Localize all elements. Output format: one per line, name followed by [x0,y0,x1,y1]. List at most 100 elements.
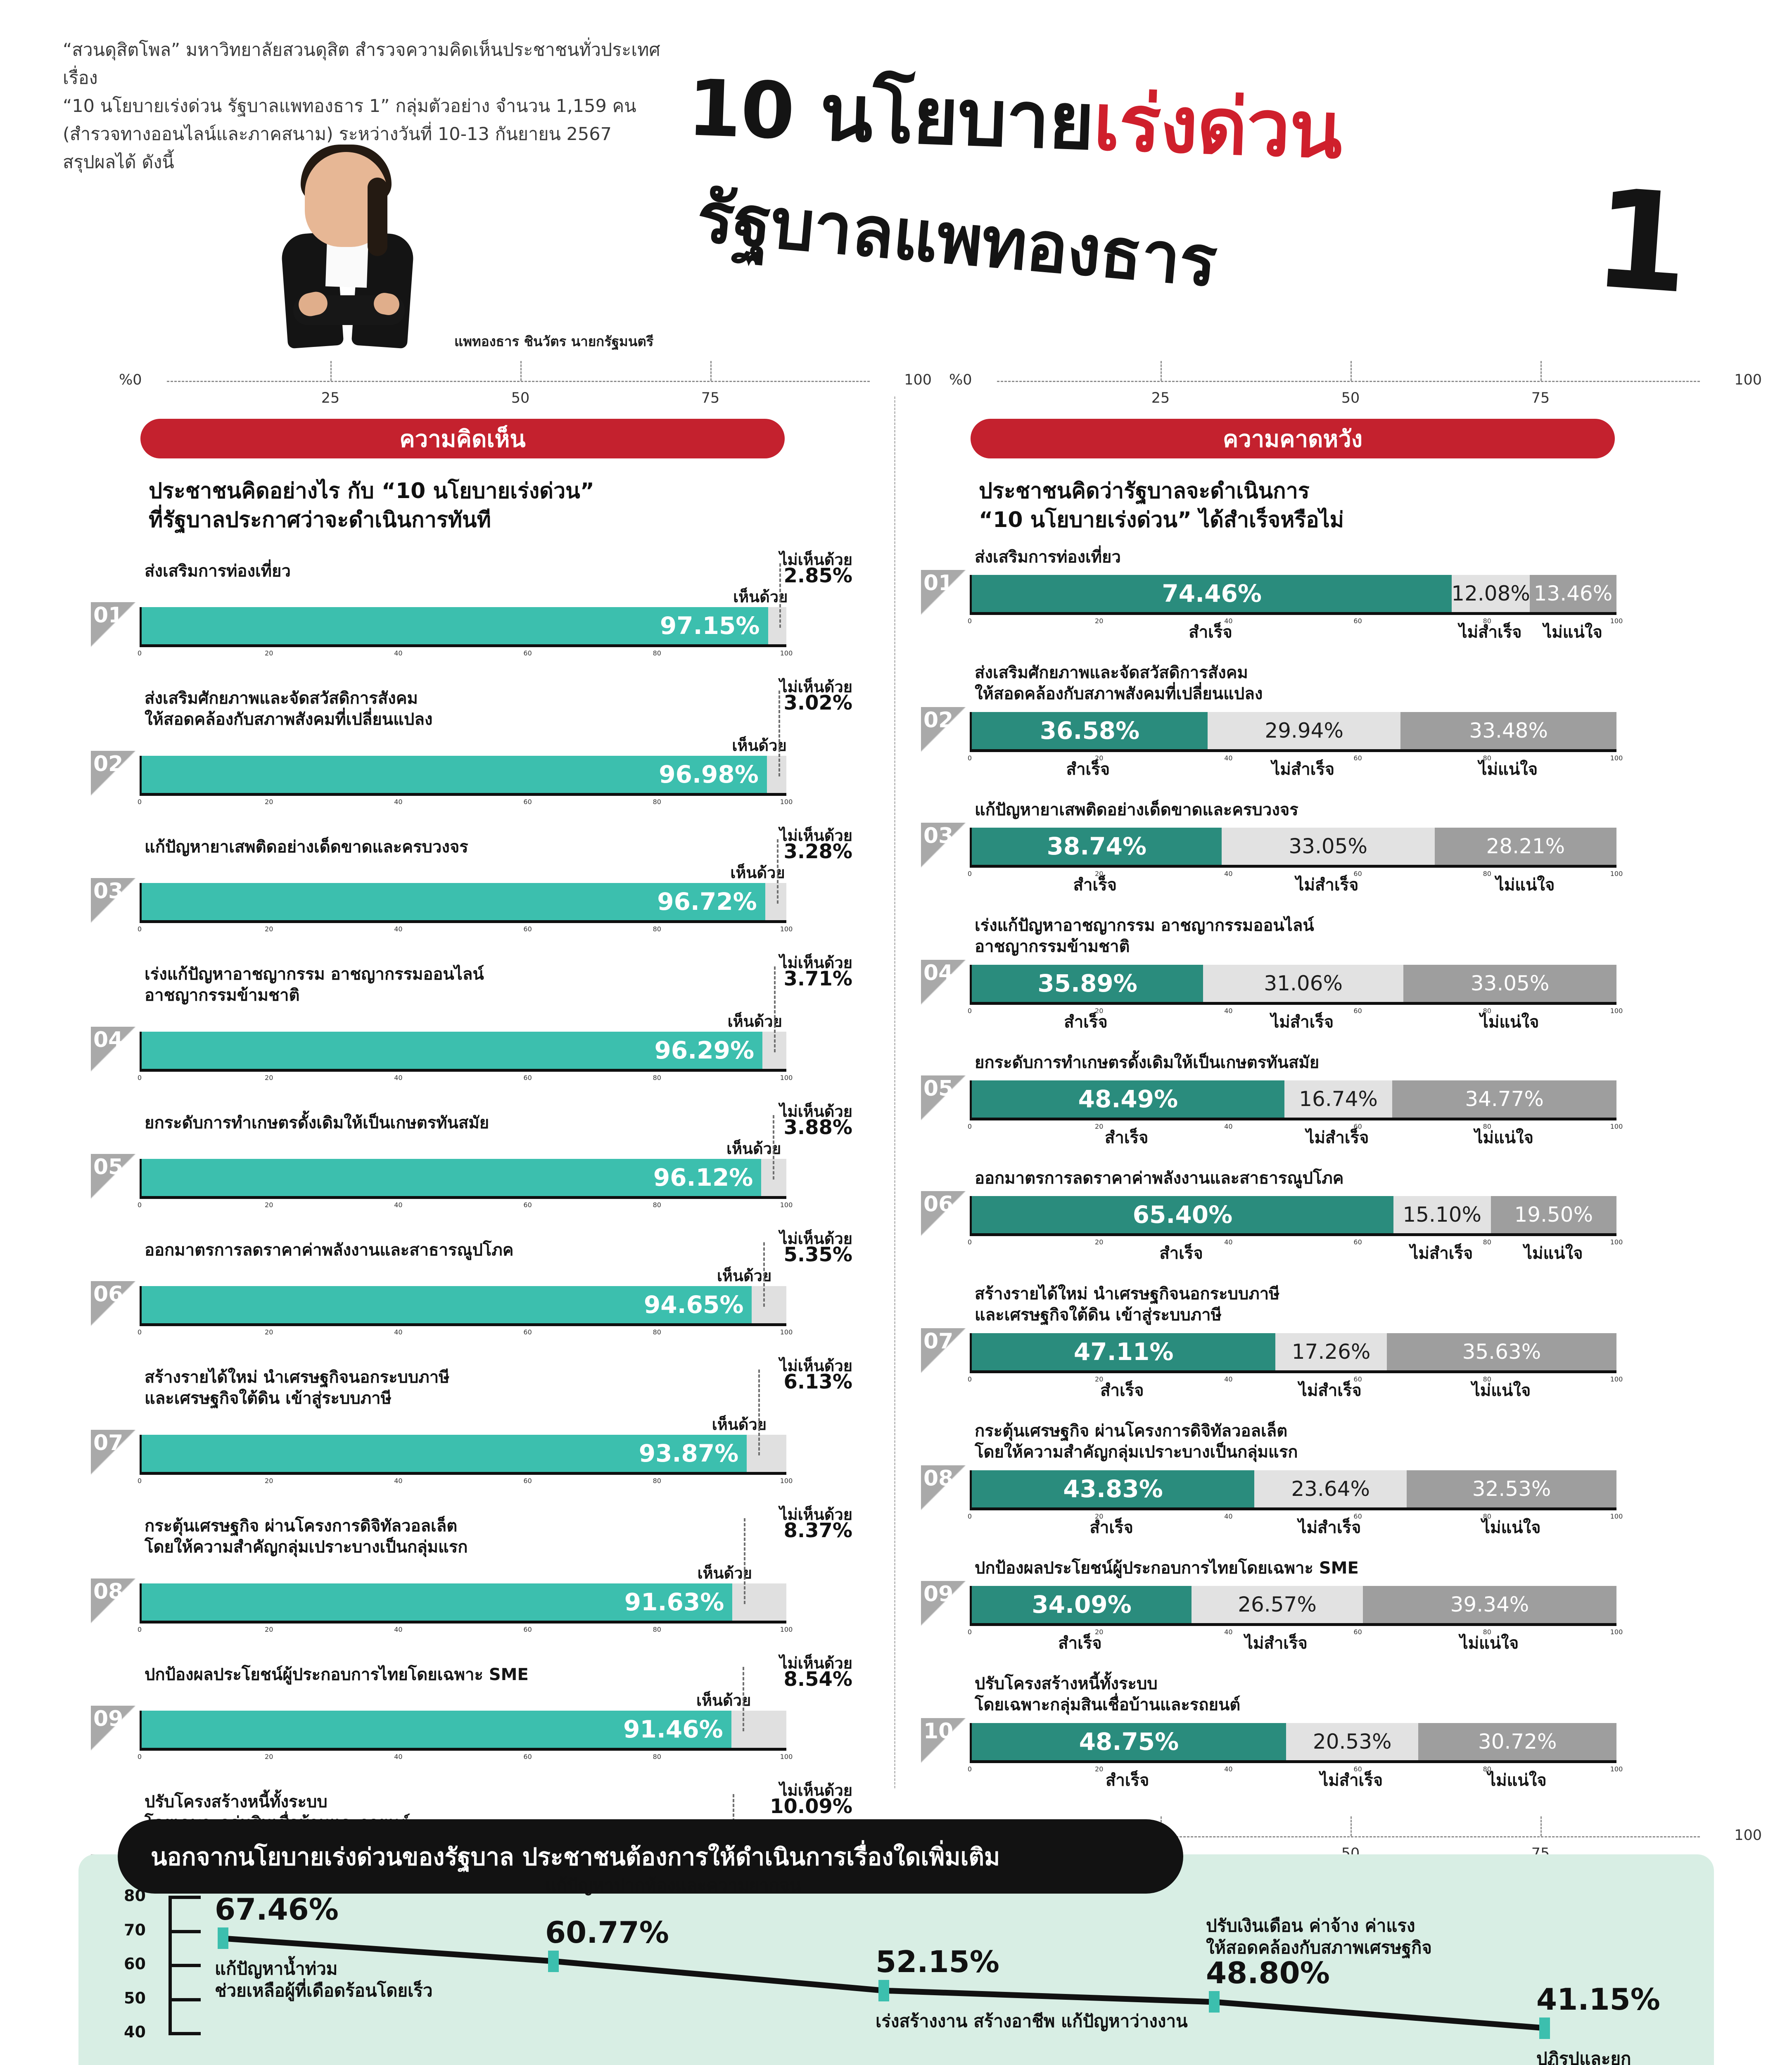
disagree-value: 5.35% [783,1243,852,1267]
axis-tick: 20 [265,1626,273,1634]
axis-tick: 100 [1610,870,1623,878]
policy-label: ปกป้องผลประโยชน์ผู้ประกอบการไทยโดยเฉพาะ … [145,1665,529,1685]
bar-track: 35.89% 31.06% 33.05% [970,965,1616,1002]
agree-value: 94.65% [643,1291,744,1319]
axis-tick: 20 [1095,1123,1104,1131]
fail-segment: 26.57% [1192,1586,1363,1624]
legend-item: สำเร็จ [1073,876,1117,895]
segment-legend: สำเร็จ ไม่สำเร็จ ไม่แน่ใจ [970,871,1616,895]
bar-track: 47.11% 17.26% 35.63% [970,1333,1616,1371]
agree-value: 96.12% [653,1163,753,1192]
axis-tick: 80 [653,925,661,933]
fail-value: 29.94% [1265,719,1343,743]
fail-segment: 33.05% [1221,828,1435,865]
ruler-tick-50-r: 50 [1341,390,1360,406]
agree-value: 91.46% [623,1715,723,1744]
segment-legend: สำเร็จ ไม่สำเร็จ ไม่แน่ใจ [970,1630,1616,1653]
fail-value: 20.53% [1313,1730,1392,1754]
axis-tick: 100 [1610,1765,1623,1773]
axis-tick: 0 [967,1628,972,1636]
photo-caption: แพทองธาร ชินวัตร นายกรัฐมนตรี [454,333,654,349]
segment-legend: สำเร็จ ไม่สำเร็จ ไม่แน่ใจ [970,1240,1616,1263]
axis-tick: 80 [1483,754,1491,762]
disagree-leader-line [776,839,779,904]
bar-axis: 0 20 40 60 80 100 [968,1507,1623,1520]
column-divider [894,396,895,1788]
data-point [878,1980,889,2001]
axis-tick: 0 [137,1328,142,1336]
disagree-value: 3.28% [783,840,852,864]
axis-tick: 100 [1610,1628,1623,1636]
bar-axis: 0 20 40 60 80 100 [968,865,1623,878]
bar-track: 74.46% 12.08% 13.46% [970,575,1616,612]
line-chart-plot: 67.46% แก้ปัญหาน้ำท่วม ช่วยเหลือผู้ที่เดื… [173,1875,1660,2065]
legend-item: ไม่สำเร็จ [1298,1518,1361,1538]
legend-item: ไม่สำเร็จ [1306,1128,1369,1148]
axis-tick: 20 [1095,1512,1104,1521]
legend-item: ไม่แน่ใจ [1524,1244,1583,1263]
agree-bar: 91.63% [142,1583,733,1621]
agree-value: 97.15% [660,612,760,640]
unsure-segment: 13.46% [1529,575,1616,612]
line-chart-y-axis: 40 50 60 70 80 [124,1887,201,2041]
bar-axis: 0 20 40 60 80 100 [138,1323,793,1336]
unsure-value: 33.05% [1470,971,1550,996]
top-ruler-right: %0 25 50 75 100 [949,361,1762,409]
axis-tick: 40 [1224,1123,1233,1131]
fail-segment: 29.94% [1208,712,1401,750]
success-value: 34.09% [1032,1590,1132,1619]
legend-item: สำเร็จ [1104,1128,1149,1148]
unsure-segment: 39.34% [1362,1586,1616,1624]
unsure-segment: 30.72% [1418,1723,1616,1761]
fail-segment: 31.06% [1203,965,1404,1002]
axis-tick: 0 [137,1201,142,1209]
fail-value: 12.08% [1451,582,1530,606]
axis-tick: 20 [1095,870,1104,878]
agree-bar: 91.46% [142,1711,731,1748]
axis-tick: 100 [780,1201,793,1209]
axis-tick: 0 [967,1238,972,1246]
unsure-value: 32.53% [1472,1477,1551,1501]
top-ruler-left: %0 25 50 75 100 [119,361,932,409]
disagree-value: 8.54% [783,1668,852,1691]
policy-label: สร้างรายได้ใหม่ นำเศรษฐกิจนอกระบบภาษี แล… [145,1368,450,1408]
axis-tick: 80 [653,1074,661,1082]
axis-tick: 20 [265,649,273,657]
bar-track: 36.58% 29.94% 33.48% [970,712,1616,750]
bottom-banner-label: นอกจากนโยบายเร่งด่วนของรัฐบาล ประชาชนต้อ… [151,1842,1000,1871]
expectation-banner-label: ความคาดหวัง [1222,425,1363,453]
ruler-tick-25-r: 25 [1151,390,1170,406]
agree-bar: 96.29% [142,1032,763,1069]
unsure-value: 34.77% [1465,1087,1544,1111]
y-tick [169,1998,201,2001]
legend-item: ไม่แน่ใจ [1488,1771,1547,1790]
axis-tick: 80 [1483,1238,1491,1246]
row-number-badge: 09 [91,1706,135,1752]
bar-track: 96.29% [140,1032,786,1069]
agree-label: เห็นด้วย [732,736,787,755]
ruler-label-hundred-rb: 100 [1734,1827,1762,1844]
main-title: 10 นโยบายเร่งด่วน รัฐบาลแพทองธาร 1 [648,37,1780,363]
bar-axis: 0 20 40 60 80 100 [138,644,793,657]
policy-label: กระตุ้นเศรษฐกิจ ผ่านโครงการดิจิทัลวอลเล็… [975,1422,1298,1462]
bar-axis: 0 20 40 60 80 100 [968,1233,1623,1246]
axis-tick: 20 [1095,617,1104,625]
axis-tick: 20 [1095,1007,1104,1015]
fail-segment: 20.53% [1286,1723,1419,1761]
legend-item: ไม่แน่ใจ [1495,876,1555,895]
ruler-label-zero-r: %0 [949,372,972,388]
title-number: 1 [1588,159,1695,324]
bottom-banner: นอกจากนโยบายเร่งด่วนของรัฐบาล ประชาชนต้อ… [118,1819,1183,1894]
axis-tick: 40 [394,798,403,806]
axis-tick: 40 [394,1477,403,1485]
axis-tick: 60 [523,1753,532,1761]
data-point-label: แก้ปัญหาปากท้องและความยากจน [545,1875,802,1895]
policy-label: ส่งเสริมการท่องเที่ยว [975,548,1121,567]
expectation-banner: ความคาดหวัง [971,419,1615,458]
axis-tick: 20 [1095,1765,1104,1773]
agree-label: เห็นด้วย [730,864,785,882]
axis-tick: 20 [265,1753,273,1761]
legend-item: ไม่สำเร็จ [1244,1634,1308,1653]
row-number-badge: 04 [921,960,966,1006]
row-number-badge: 06 [91,1281,135,1328]
